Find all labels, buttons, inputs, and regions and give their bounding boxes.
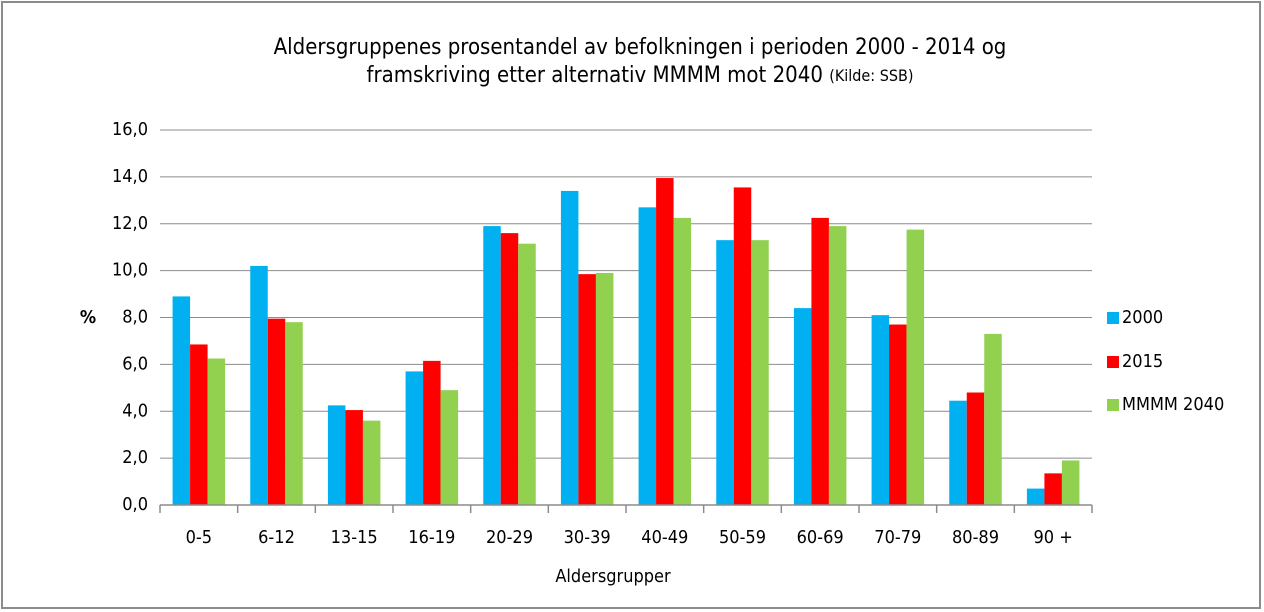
bar xyxy=(638,207,657,505)
y-tick-label: 16,0 xyxy=(112,119,148,140)
x-tick-label: 80-89 xyxy=(952,527,999,548)
legend-swatch xyxy=(1107,399,1119,411)
bar xyxy=(190,344,208,505)
y-tick-label: 0,0 xyxy=(122,494,148,515)
bar xyxy=(500,233,519,505)
bar xyxy=(984,333,1002,505)
bar xyxy=(673,217,692,505)
x-tick-label: 90 + xyxy=(1034,527,1073,548)
x-tick-label: 20-29 xyxy=(486,527,533,548)
bar xyxy=(267,318,286,505)
x-tick-label: 40-49 xyxy=(641,527,688,548)
bar xyxy=(811,217,829,505)
x-tick-label: 16-19 xyxy=(408,527,455,548)
x-tick-label: 50-59 xyxy=(719,527,766,548)
legend-swatch xyxy=(1107,356,1119,368)
legend-label: MMMM 2040 xyxy=(1122,394,1224,415)
bar xyxy=(1026,488,1045,505)
bar xyxy=(793,308,812,505)
bar xyxy=(871,315,890,505)
bar xyxy=(828,226,847,505)
bar xyxy=(327,405,346,505)
bar xyxy=(405,371,424,505)
chart-title: framskriving etter alternativ MMMM mot 2… xyxy=(367,63,823,88)
legend-swatch xyxy=(1107,312,1119,324)
y-tick-label: 12,0 xyxy=(112,213,148,234)
legend-label: 2000 xyxy=(1122,307,1163,328)
bar xyxy=(966,392,985,505)
bar xyxy=(1044,473,1062,505)
x-tick-label: 0-5 xyxy=(186,527,212,548)
y-tick-label: 10,0 xyxy=(112,260,148,281)
chart-title: framskriving etter alternativ MMMM mot 2… xyxy=(367,63,914,88)
bar xyxy=(733,187,752,505)
x-tick-label: 30-39 xyxy=(564,527,611,548)
legend-label: 2015 xyxy=(1122,351,1163,372)
x-tick-label: 13-15 xyxy=(331,527,378,548)
bar xyxy=(595,272,614,505)
x-axis-label: Aldersgrupper xyxy=(555,566,671,587)
bar xyxy=(751,240,769,505)
y-tick-label: 2,0 xyxy=(122,447,148,468)
bar xyxy=(362,420,381,505)
bar xyxy=(656,178,674,505)
bar xyxy=(423,360,441,505)
chart-source: (Kilde: SSB) xyxy=(829,66,913,85)
x-tick-label: 6-12 xyxy=(258,527,295,548)
chart-title: Aldersgruppenes prosentandel av befolkni… xyxy=(274,35,1007,60)
bar xyxy=(578,274,596,505)
bar xyxy=(250,265,268,505)
bar xyxy=(949,400,967,505)
y-tick-label: 6,0 xyxy=(122,353,148,374)
bar xyxy=(483,226,501,505)
y-axis-label: % xyxy=(80,307,96,328)
y-tick-label: 4,0 xyxy=(122,400,148,421)
bar xyxy=(440,390,459,505)
bar xyxy=(1061,460,1080,505)
bar xyxy=(518,243,536,505)
y-tick-label: 8,0 xyxy=(122,307,148,328)
x-tick-label: 60-69 xyxy=(797,527,844,548)
bar xyxy=(906,229,925,505)
bar xyxy=(889,324,907,505)
bar xyxy=(207,358,226,505)
bar xyxy=(285,322,303,505)
bar xyxy=(716,240,734,505)
bar xyxy=(172,296,191,505)
bar xyxy=(345,410,363,505)
x-tick-label: 70-79 xyxy=(874,527,921,548)
bar xyxy=(560,190,579,505)
y-tick-label: 14,0 xyxy=(112,166,148,187)
